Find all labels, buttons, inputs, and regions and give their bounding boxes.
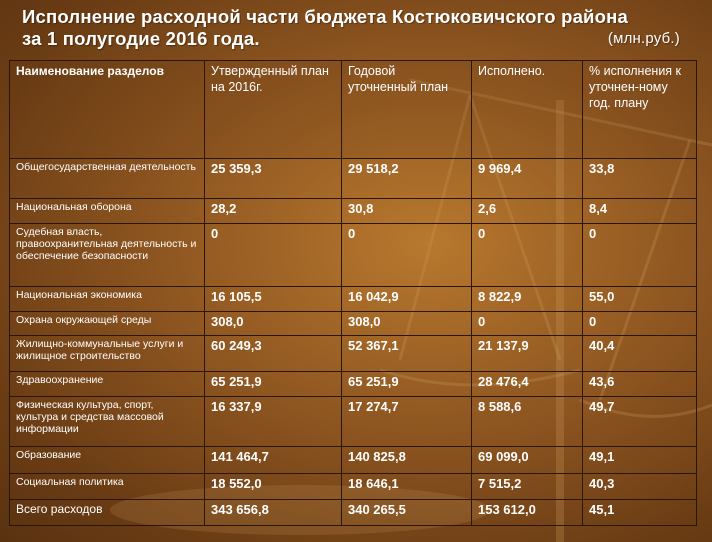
row-revised-plan: 30,8 <box>341 198 472 225</box>
table-row: Социальная политика 18 552,0 18 646,1 7 … <box>9 472 697 500</box>
row-name: Образование <box>9 445 205 474</box>
header-revised-plan: Годовой уточненный план <box>341 60 472 159</box>
row-executed: 153 612,0 <box>471 498 583 527</box>
row-approved-plan: 18 552,0 <box>204 472 342 500</box>
title-line-2: за 1 полугодие 2016 года. <box>22 28 260 49</box>
row-executed: 8 822,9 <box>471 286 583 313</box>
table-row: Общегосударственная деятельность 25 359,… <box>9 157 697 200</box>
row-revised-plan: 29 518,2 <box>341 157 472 200</box>
row-executed: 69 099,0 <box>471 445 583 474</box>
row-name: Общегосударственная деятельность <box>9 157 205 200</box>
row-revised-plan: 18 646,1 <box>341 472 472 500</box>
table-row: Национальная оборона 28,2 30,8 2,6 8,4 <box>9 198 697 225</box>
row-executed: 7 515,2 <box>471 472 583 500</box>
row-revised-plan: 65 251,9 <box>341 370 472 397</box>
table-row: Судебная власть, правоохранительная деят… <box>9 223 697 288</box>
row-percent: 8,4 <box>582 198 697 225</box>
row-name: Охрана окружающей среды <box>9 311 205 337</box>
row-executed: 2,6 <box>471 198 583 225</box>
row-name: Национальная экономика <box>9 286 205 313</box>
row-percent: 45,1 <box>582 498 697 527</box>
row-percent: 49,1 <box>582 445 697 474</box>
row-percent: 33,8 <box>582 157 697 200</box>
table-row: Образование 141 464,7 140 825,8 69 099,0… <box>9 445 697 474</box>
row-revised-plan: 17 274,7 <box>341 395 472 447</box>
row-executed: 9 969,4 <box>471 157 583 200</box>
row-name: Жилищно-коммунальные услуги и жилищное с… <box>9 335 205 372</box>
row-name: Социальная политика <box>9 472 205 500</box>
row-name: Физическая культура, спорт, культура и с… <box>9 395 205 447</box>
row-executed: 0 <box>471 223 583 288</box>
row-name: Всего расходов <box>9 498 205 527</box>
table-row: Физическая культура, спорт, культура и с… <box>9 395 697 447</box>
row-approved-plan: 16 337,9 <box>204 395 342 447</box>
row-revised-plan: 0 <box>341 223 472 288</box>
row-name: Здравоохранение <box>9 370 205 397</box>
row-percent: 0 <box>582 311 697 337</box>
row-approved-plan: 0 <box>204 223 342 288</box>
row-revised-plan: 308,0 <box>341 311 472 337</box>
row-percent: 40,3 <box>582 472 697 500</box>
header-execution-percent: % исполнения к уточнен-ному год. плану <box>582 60 697 159</box>
row-name: Национальная оборона <box>9 198 205 225</box>
row-approved-plan: 141 464,7 <box>204 445 342 474</box>
header-row: Наименование разделов Утвержденный план … <box>9 60 697 159</box>
title-line-1: Исполнение расходной части бюджета Костю… <box>22 6 628 27</box>
header-executed: Исполнено. <box>471 60 583 159</box>
row-revised-plan: 52 367,1 <box>341 335 472 372</box>
table-row: Жилищно-коммунальные услуги и жилищное с… <box>9 335 697 372</box>
row-percent: 49,7 <box>582 395 697 447</box>
table-row: Национальная экономика 16 105,5 16 042,9… <box>9 286 697 313</box>
row-approved-plan: 16 105,5 <box>204 286 342 313</box>
row-executed: 21 137,9 <box>471 335 583 372</box>
row-executed: 0 <box>471 311 583 337</box>
row-percent: 43,6 <box>582 370 697 397</box>
header-section-name: Наименование разделов <box>9 60 205 159</box>
budget-table: Наименование разделов Утвержденный план … <box>9 60 697 527</box>
row-percent: 40,4 <box>582 335 697 372</box>
row-revised-plan: 340 265,5 <box>341 498 472 527</box>
table-row: Здравоохранение 65 251,9 65 251,9 28 476… <box>9 370 697 397</box>
table-row: Охрана окружающей среды 308,0 308,0 0 0 <box>9 311 697 337</box>
row-approved-plan: 28,2 <box>204 198 342 225</box>
row-name: Судебная власть, правоохранительная деят… <box>9 223 205 288</box>
row-approved-plan: 65 251,9 <box>204 370 342 397</box>
row-executed: 8 588,6 <box>471 395 583 447</box>
row-executed: 28 476,4 <box>471 370 583 397</box>
row-approved-plan: 60 249,3 <box>204 335 342 372</box>
row-percent: 0 <box>582 223 697 288</box>
page-title: Исполнение расходной части бюджета Костю… <box>22 6 692 50</box>
row-approved-plan: 308,0 <box>204 311 342 337</box>
row-percent: 55,0 <box>582 286 697 313</box>
unit-label: (млн.руб.) <box>607 30 680 47</box>
row-approved-plan: 343 656,8 <box>204 498 342 527</box>
header-approved-plan: Утвержденный план на 2016г. <box>204 60 342 159</box>
row-approved-plan: 25 359,3 <box>204 157 342 200</box>
row-revised-plan: 16 042,9 <box>341 286 472 313</box>
total-row: Всего расходов 343 656,8 340 265,5 153 6… <box>9 498 697 527</box>
row-revised-plan: 140 825,8 <box>341 445 472 474</box>
